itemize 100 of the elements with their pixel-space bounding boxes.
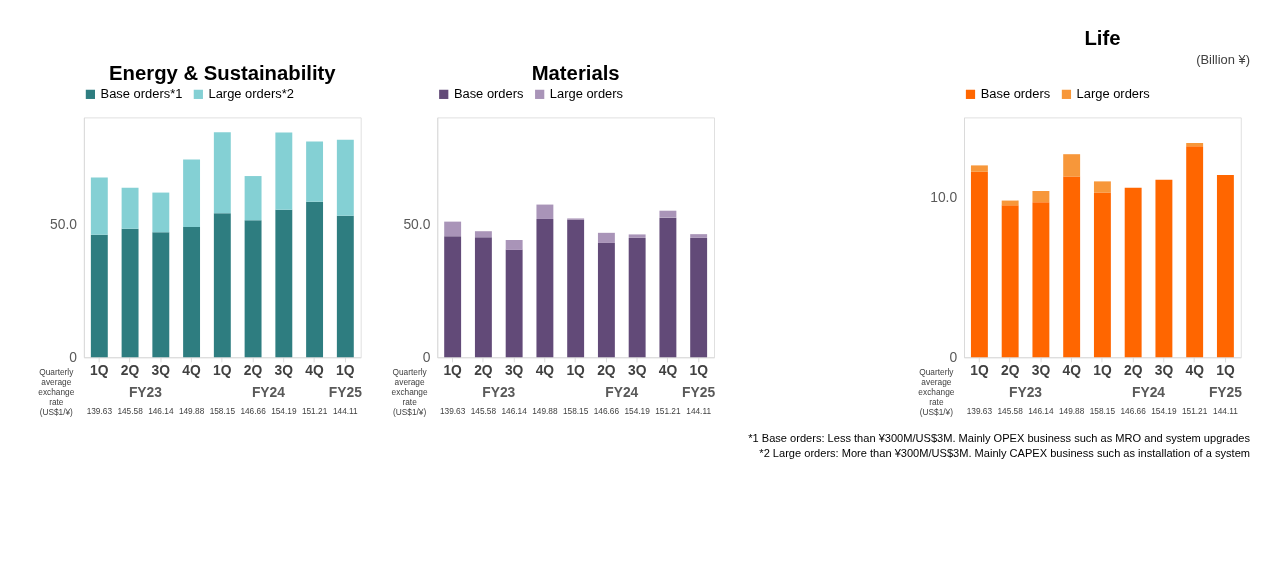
text: 146.66 <box>1120 405 1147 416</box>
bar <box>152 232 170 358</box>
bar <box>536 204 554 219</box>
text: 146.14 <box>501 405 528 416</box>
text: 146.66 <box>593 405 620 416</box>
bar <box>306 201 324 358</box>
y-tick-label: 50.0 <box>50 216 78 233</box>
text: 158.15 <box>209 405 236 416</box>
x-tick-label: 2Q <box>1000 362 1020 379</box>
bar <box>152 192 170 233</box>
x-tick-label: 4Q <box>182 362 202 379</box>
bar <box>1186 146 1204 358</box>
bar <box>659 210 677 218</box>
bar <box>970 165 988 172</box>
bar <box>183 159 201 227</box>
text: 144.11 <box>332 405 359 416</box>
bar <box>1093 181 1111 193</box>
legend-label: Base orders*1 <box>100 86 183 102</box>
chart-title: Materials <box>531 61 620 84</box>
text: (Billion ¥) <box>1196 51 1251 67</box>
bar <box>1093 192 1111 358</box>
bar <box>213 213 231 358</box>
x-tick-label: 1Q <box>970 362 989 379</box>
text: 149.88 <box>1058 405 1085 416</box>
x-tick-label: 4Q <box>1185 362 1205 379</box>
chart-title: Energy & Sustainability <box>109 61 337 84</box>
x-tick-label: 3Q <box>274 362 294 379</box>
bar <box>1001 205 1019 358</box>
text: Quarterly average exchange rate (US$1/¥) <box>38 366 75 418</box>
x-tick-label: 1Q <box>336 362 355 379</box>
legend-label: Large orders <box>549 86 624 102</box>
text: 146.66 <box>240 405 267 416</box>
bar <box>306 141 324 202</box>
bar <box>444 236 462 358</box>
text: 149.88 <box>532 405 558 416</box>
bar <box>275 132 293 210</box>
bar <box>121 228 139 358</box>
x-tick-label: 3Q <box>1154 362 1174 379</box>
bar <box>244 176 262 221</box>
x-tick-label: 4Q <box>658 362 678 379</box>
text: *2 Large orders: More than ¥300M/US$3M. Mainly CAPEX business such as installation of a system <box>759 446 1251 459</box>
x-tick-label: 2Q <box>243 362 263 379</box>
x-tick-label: 3Q <box>151 362 171 379</box>
bar <box>1032 190 1050 203</box>
chart-title: Life <box>1084 27 1121 50</box>
bar <box>690 234 708 238</box>
bar <box>597 242 615 358</box>
x-tick-label: 1Q <box>1093 362 1112 379</box>
bar <box>597 232 615 243</box>
bar <box>275 209 293 358</box>
y-tick-label: 0 <box>949 349 958 366</box>
text: FY25 <box>328 383 363 400</box>
text: 144.11 <box>1213 405 1239 416</box>
x-tick-label: 1Q <box>90 362 109 379</box>
legend-label: Base orders <box>980 86 1051 102</box>
text: Quarterly average exchange rate (US$1/¥) <box>918 366 955 418</box>
text: 158.15 <box>1089 405 1116 416</box>
text: 158.15 <box>562 405 589 416</box>
text: 145.58 <box>997 405 1024 416</box>
x-tick-label: 4Q <box>535 362 555 379</box>
bar <box>1063 154 1081 177</box>
bar <box>505 249 523 358</box>
x-tick-label: 4Q <box>1062 362 1082 379</box>
bar <box>244 220 262 358</box>
text: FY23 <box>128 383 163 400</box>
text: 146.14 <box>1028 405 1054 416</box>
y-tick-label: 0 <box>422 349 431 366</box>
bar <box>659 217 677 358</box>
legend-label: Base orders <box>453 86 524 102</box>
text: FY25 <box>1208 383 1243 400</box>
x-tick-label: 1Q <box>689 362 709 379</box>
text: 144.11 <box>686 405 712 416</box>
bar <box>183 226 201 358</box>
bar <box>1155 179 1173 358</box>
bar <box>90 177 108 235</box>
text: 151.21 <box>301 405 328 416</box>
bar <box>628 234 646 238</box>
bar <box>1216 174 1234 358</box>
bar <box>213 132 231 214</box>
bar <box>1124 187 1142 358</box>
text: 154.19 <box>271 405 297 416</box>
x-tick-label: 1Q <box>213 362 232 379</box>
text: 154.19 <box>1151 405 1177 416</box>
text: FY23 <box>1009 383 1043 400</box>
x-tick-label: 2Q <box>474 362 493 379</box>
x-tick-label: 1Q <box>1216 362 1235 379</box>
bar <box>1032 202 1050 358</box>
text: 151.21 <box>1181 405 1208 416</box>
x-tick-label: 2Q <box>120 362 140 379</box>
x-tick-label: 3Q <box>504 362 524 379</box>
text: 145.58 <box>117 405 144 416</box>
legend-label: Large orders <box>1076 86 1150 102</box>
y-tick-label: 10.0 <box>930 189 958 206</box>
text: 149.88 <box>178 405 205 416</box>
bar <box>444 221 462 237</box>
text: FY25 <box>682 383 716 400</box>
legend-label: Large orders*2 <box>208 86 294 102</box>
text: 139.63 <box>86 405 113 416</box>
x-tick-label: 3Q <box>1031 362 1051 379</box>
bar <box>474 231 492 238</box>
